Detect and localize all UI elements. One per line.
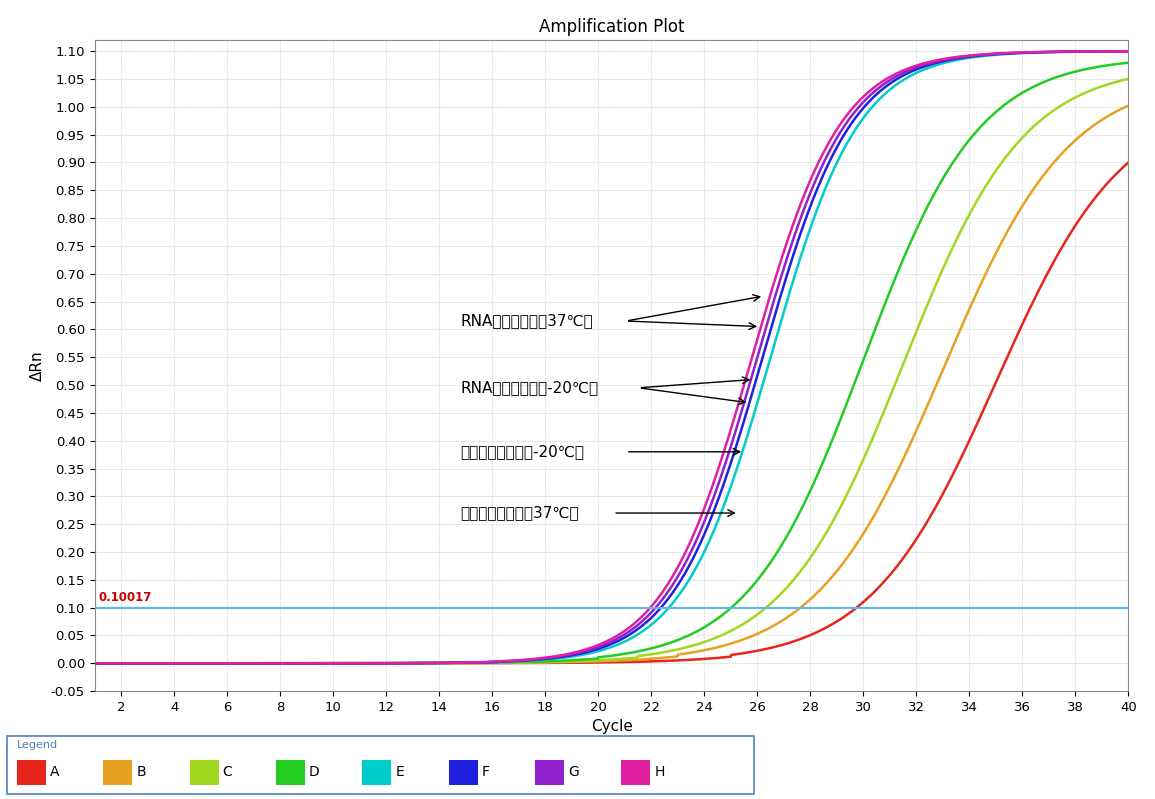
Bar <box>104 760 133 785</box>
Text: D: D <box>310 765 320 779</box>
Text: A: A <box>50 765 60 779</box>
Text: 病毒样本保存涳（37℃）: 病毒样本保存涳（37℃） <box>461 506 579 520</box>
Text: H: H <box>655 765 665 779</box>
Bar <box>448 760 478 785</box>
Text: 0.10017: 0.10017 <box>98 591 152 604</box>
Bar <box>535 760 564 785</box>
Bar <box>363 760 392 785</box>
Text: E: E <box>395 765 404 779</box>
Text: G: G <box>568 765 579 779</box>
Bar <box>189 760 218 785</box>
Text: B: B <box>136 765 146 779</box>
Title: Amplification Plot: Amplification Plot <box>539 18 684 36</box>
Text: 病毒样本保存涳（-20℃）: 病毒样本保存涳（-20℃） <box>461 444 584 459</box>
Text: RNA样本保存涳（-20℃）: RNA样本保存涳（-20℃） <box>461 380 598 396</box>
Y-axis label: ΔRn: ΔRn <box>30 350 45 381</box>
Bar <box>276 760 305 785</box>
X-axis label: Cycle: Cycle <box>590 719 633 734</box>
Text: F: F <box>482 765 490 779</box>
Bar <box>17 760 46 785</box>
Bar <box>621 760 650 785</box>
Text: C: C <box>223 765 232 779</box>
Text: RNA样本保存涳（37℃）: RNA样本保存涳（37℃） <box>461 313 594 328</box>
Text: Legend: Legend <box>17 740 58 750</box>
